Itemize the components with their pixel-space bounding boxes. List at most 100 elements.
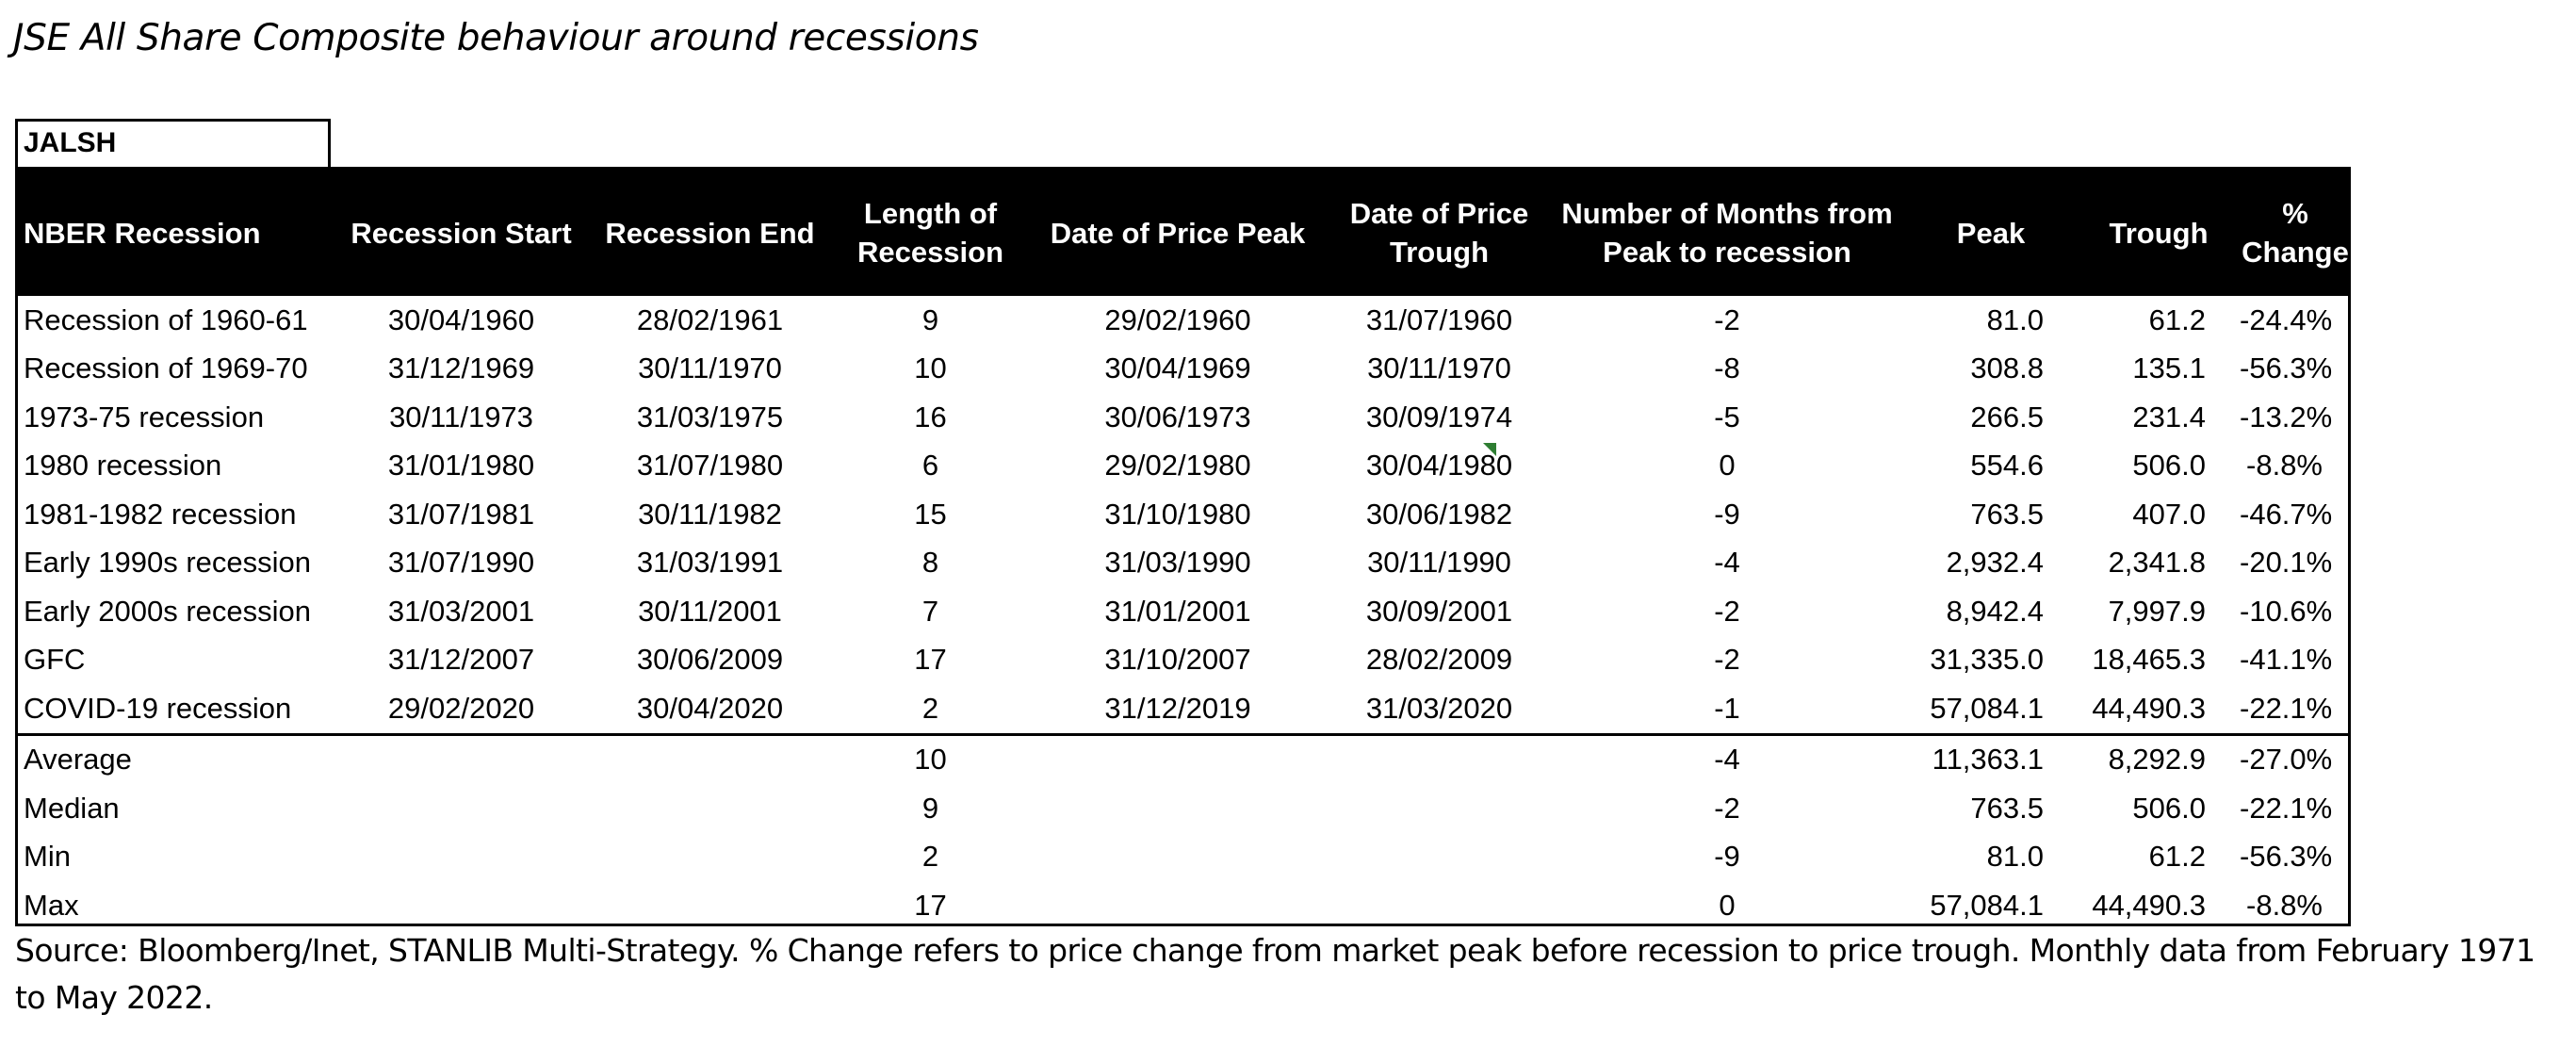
column-header: Date of Price Trough <box>1329 170 1550 296</box>
table-cell <box>1329 833 1550 882</box>
table-cell: 763.5 <box>1970 497 2044 531</box>
table-cell: 30/04/1980 <box>1365 449 1513 482</box>
table-cell <box>1027 833 1329 882</box>
table-cell: 18,465.3 <box>2092 643 2206 677</box>
table-cell: 31/03/2001 <box>387 594 535 628</box>
table-row: 1980 recession 31/01/1980 31/07/1980 6 29/02… <box>18 442 2351 491</box>
table-cell: -8 <box>1714 352 1740 385</box>
table-cell: 44,490.3 <box>2092 888 2206 922</box>
table-cell: 31/03/1975 <box>636 400 784 433</box>
table-cell: 10 <box>834 732 1027 784</box>
table-cell: 1973-75 recession <box>24 400 265 433</box>
table-cell: 30/11/1982 <box>638 497 782 531</box>
table-cell: 31/07/1960 <box>1365 303 1513 336</box>
table-cell: 11,363.1 <box>1904 732 2078 784</box>
summary-row: Median 9 -2 763.5 506.0 -22.1% <box>18 784 2351 833</box>
comment-indicator-icon <box>1483 443 1496 456</box>
table-cell: -20.1% <box>2240 546 2333 580</box>
table-cell: 29/02/1980 <box>1104 449 1251 482</box>
table-cell: 6 <box>921 449 939 482</box>
table-cell <box>586 784 834 833</box>
table-cell: 2 <box>921 840 939 874</box>
table-cell: Recession of 1960-61 <box>24 303 308 336</box>
table-row: Recession of 1969-70 31/12/1969 30/11/1970… <box>18 345 2351 394</box>
table-cell: 0 <box>1719 888 1736 922</box>
table-cell: 7,997.9 <box>2108 594 2206 628</box>
table-cell: 31/12/2007 <box>387 643 535 677</box>
table-cell <box>336 833 586 882</box>
table-cell: 28/02/1961 <box>636 303 784 336</box>
table-cell: -8.8% <box>2246 449 2323 482</box>
source-note: Source: Bloomberg/Inet, STANLIB Multi-St… <box>15 932 2535 1016</box>
table-cell: 31/03/1991 <box>636 546 784 580</box>
table-cell: 31/07/1981 <box>387 497 535 531</box>
table-cell: -4 <box>1714 546 1740 580</box>
table-cell: 31/03/1990 <box>1104 546 1251 580</box>
table-cell: 31/10/1980 <box>1104 497 1251 531</box>
column-header: Recession Start <box>336 170 586 296</box>
table-cell: 30/11/1990 <box>1367 546 1511 580</box>
table-cell: 30/06/2009 <box>636 643 784 677</box>
table-cell: -22.1% <box>2240 791 2333 825</box>
table-cell: 506.0 <box>2132 449 2206 482</box>
table-cell: 266.5 <box>1970 400 2044 433</box>
summary-row: Average 10 -4 11,363.1 8,292.9 -27.0% <box>18 732 2351 784</box>
table-cell <box>336 881 586 930</box>
table-cell: 29/02/1960 <box>1104 303 1251 336</box>
table-cell <box>336 732 586 784</box>
table-row: Early 2000s recession 31/03/2001 30/11/200… <box>18 587 2351 636</box>
column-header: Peak <box>1904 170 2078 296</box>
table-row: COVID-19 recession 29/02/2020 30/04/2020 2 3… <box>18 684 2351 734</box>
table-cell: 16 <box>914 400 947 433</box>
table-cell <box>586 833 834 882</box>
recession-table: NBER Recession Recession Start Recession… <box>15 167 2351 926</box>
table-cell <box>586 881 834 930</box>
table-cell: 8,292.9 <box>2078 732 2240 784</box>
table-cell: 31/12/1969 <box>387 352 535 385</box>
table-cell: 81.0 <box>1986 840 2044 874</box>
table-cell: 9 <box>921 791 939 825</box>
table-cell: 29/02/2020 <box>387 691 535 725</box>
table-row: Recession of 1960-61 30/04/1960 28/02/1961… <box>18 296 2351 345</box>
column-header: Recession End <box>586 170 834 296</box>
table-cell: Recession of 1969-70 <box>24 352 308 385</box>
table-cell: -46.7% <box>2240 497 2333 531</box>
table-cell: 44,490.3 <box>2092 691 2206 725</box>
table-cell: 30/11/1973 <box>389 400 533 433</box>
summary-row: Max 17 0 57,084.1 44,490.3 -8.8% <box>18 881 2351 930</box>
table-cell: -2 <box>1714 643 1740 677</box>
table-cell: -2 <box>1714 303 1740 336</box>
column-header: Trough <box>2078 170 2240 296</box>
table-cell: 17 <box>914 888 947 922</box>
table-cell: -41.1% <box>2240 643 2333 677</box>
table-cell: Early 2000s recession <box>24 594 311 628</box>
table-cell: -27.0% <box>2240 732 2351 784</box>
table-cell: 2,341.8 <box>2108 546 2206 580</box>
table-cell: -2 <box>1714 791 1740 825</box>
table-cell: 8 <box>921 546 939 580</box>
table-cell: 30/04/1969 <box>1104 352 1251 385</box>
table-cell: 31/07/1980 <box>636 449 784 482</box>
table-cell: 31/07/1990 <box>387 546 535 580</box>
table-cell: Median <box>24 791 120 825</box>
table-cell: GFC <box>24 643 86 677</box>
table-cell: 17 <box>914 643 947 677</box>
table-cell: 8,942.4 <box>1946 594 2044 628</box>
table-cell <box>1329 881 1550 930</box>
table-cell <box>1027 881 1329 930</box>
table-cell: Average <box>18 732 336 784</box>
table-cell <box>336 784 586 833</box>
table-row: Early 1990s recession 31/07/1990 31/03/199… <box>18 539 2351 588</box>
table-cell: -9 <box>1714 840 1740 874</box>
table-cell: 30/11/2001 <box>638 594 782 628</box>
table-cell: -5 <box>1714 400 1740 433</box>
table-cell: 231.4 <box>2132 400 2206 433</box>
table-cell: 506.0 <box>2132 791 2206 825</box>
table-row: 1981-1982 recession 31/07/1981 30/11/1982 1… <box>18 490 2351 539</box>
table-cell: 31/01/2001 <box>1104 594 1251 628</box>
table-cell: 57,084.1 <box>1930 691 2044 725</box>
table-cell: 15 <box>914 497 947 531</box>
table-cell: 30/09/1974 <box>1365 400 1513 433</box>
table-cell: Max <box>24 888 79 922</box>
table-cell: 10 <box>914 352 947 385</box>
